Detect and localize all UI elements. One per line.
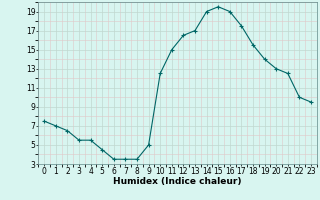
X-axis label: Humidex (Indice chaleur): Humidex (Indice chaleur) [113,177,242,186]
